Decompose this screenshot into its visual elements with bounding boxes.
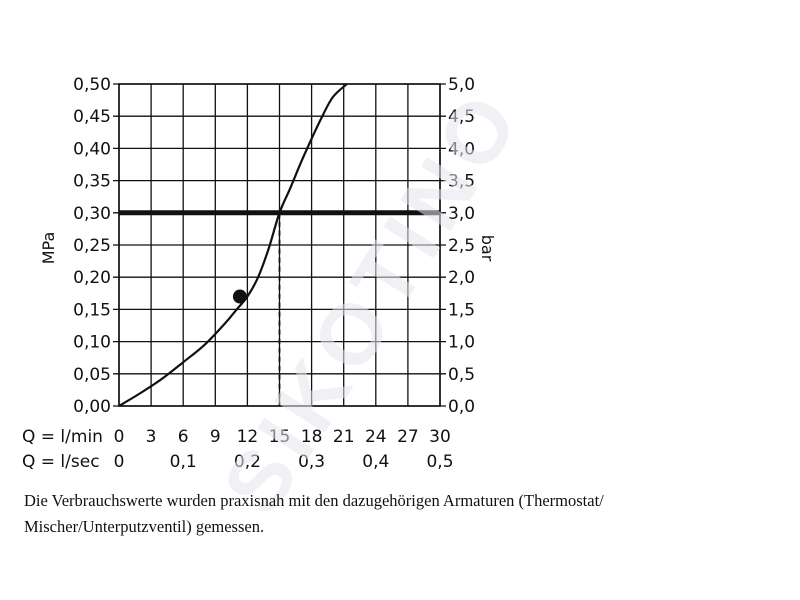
x-tick-lmin: 27 xyxy=(397,427,419,447)
y-tick-mpa: 0,25 xyxy=(73,236,111,256)
y-tick-mpa: 0,05 xyxy=(73,365,111,385)
y-tick-bar: 0,5 xyxy=(448,365,475,385)
x-tick-lmin: 18 xyxy=(301,427,323,447)
y-tick-mpa: 0,20 xyxy=(73,268,111,288)
y-tick-bar: 5,0 xyxy=(448,75,475,95)
x-row-label-lsec: Q = l/sec xyxy=(22,452,100,472)
x-tick-lmin: 24 xyxy=(365,427,387,447)
y-ticks-mpa: 0,00 0,05 0,10 0,15 0,20 0,25 0,30 0,35 0,40 0,45… xyxy=(73,75,111,417)
x-tick-lsec: 0,4 xyxy=(362,452,389,472)
x-tick-lmin: 3 xyxy=(146,427,157,447)
y-tick-bar: 1,0 xyxy=(448,333,475,353)
x-tick-lsec: 0 xyxy=(114,452,125,472)
y-ticks-bar: 0,0 0,5 1,0 1,5 2,0 2,5 3,0 3,5 4,0 4,5 5,0 xyxy=(448,75,475,417)
y-tick-mpa: 0,50 xyxy=(73,75,111,95)
x-tick-lsec: 0,2 xyxy=(234,452,261,472)
y-axis-label-mpa: MPa xyxy=(39,232,58,265)
y-tick-bar: 2,5 xyxy=(448,236,475,256)
y-tick-mpa: 0,40 xyxy=(73,139,111,159)
x-tick-lmin: 21 xyxy=(333,427,355,447)
y-tick-mpa: 0,35 xyxy=(73,172,111,192)
x-tick-lmin: 12 xyxy=(237,427,259,447)
curve-layer xyxy=(118,83,348,407)
y-tick-bar: 4,5 xyxy=(448,107,475,127)
y-tick-bar: 1,5 xyxy=(448,300,475,320)
x-tick-lsec: 0,3 xyxy=(298,452,325,472)
y-tick-bar: 3,5 xyxy=(448,172,475,192)
operating-point-marker xyxy=(232,289,247,304)
y-axis-label-bar: bar xyxy=(478,235,497,262)
x-row-label-lmin: Q = l/min xyxy=(22,427,103,447)
reference-layer xyxy=(119,210,440,406)
measurement-note: Die Verbrauchswerte wurden praxisnah mit… xyxy=(24,491,604,536)
x-tick-lmin: 15 xyxy=(269,427,291,447)
x-tick-lmin: 0 xyxy=(114,427,125,447)
x-ticks-lsec: 0 0,1 0,2 0,3 0,4 0,5 xyxy=(114,452,454,472)
flow-curve xyxy=(118,83,348,407)
x-tick-lmin: 9 xyxy=(210,427,221,447)
y-tick-mpa: 0,15 xyxy=(73,300,111,320)
y-tick-mpa: 0,45 xyxy=(73,107,111,127)
y-tick-mpa: 0,30 xyxy=(73,204,111,224)
x-tick-lmin: 30 xyxy=(429,427,451,447)
x-tick-lsec: 0,1 xyxy=(170,452,197,472)
y-tick-bar: 3,0 xyxy=(448,204,475,224)
y-tick-mpa: 0,00 xyxy=(73,397,111,417)
x-ticks-lmin: 0 3 6 9 12 15 18 21 24 27 30 xyxy=(114,427,451,447)
y-tick-bar: 2,0 xyxy=(448,268,475,288)
y-tick-mpa: 0,10 xyxy=(73,333,111,353)
x-tick-lmin: 6 xyxy=(178,427,189,447)
y-tick-bar: 4,0 xyxy=(448,139,475,159)
x-tick-lsec: 0,5 xyxy=(426,452,453,472)
y-tick-bar: 0,0 xyxy=(448,397,475,417)
